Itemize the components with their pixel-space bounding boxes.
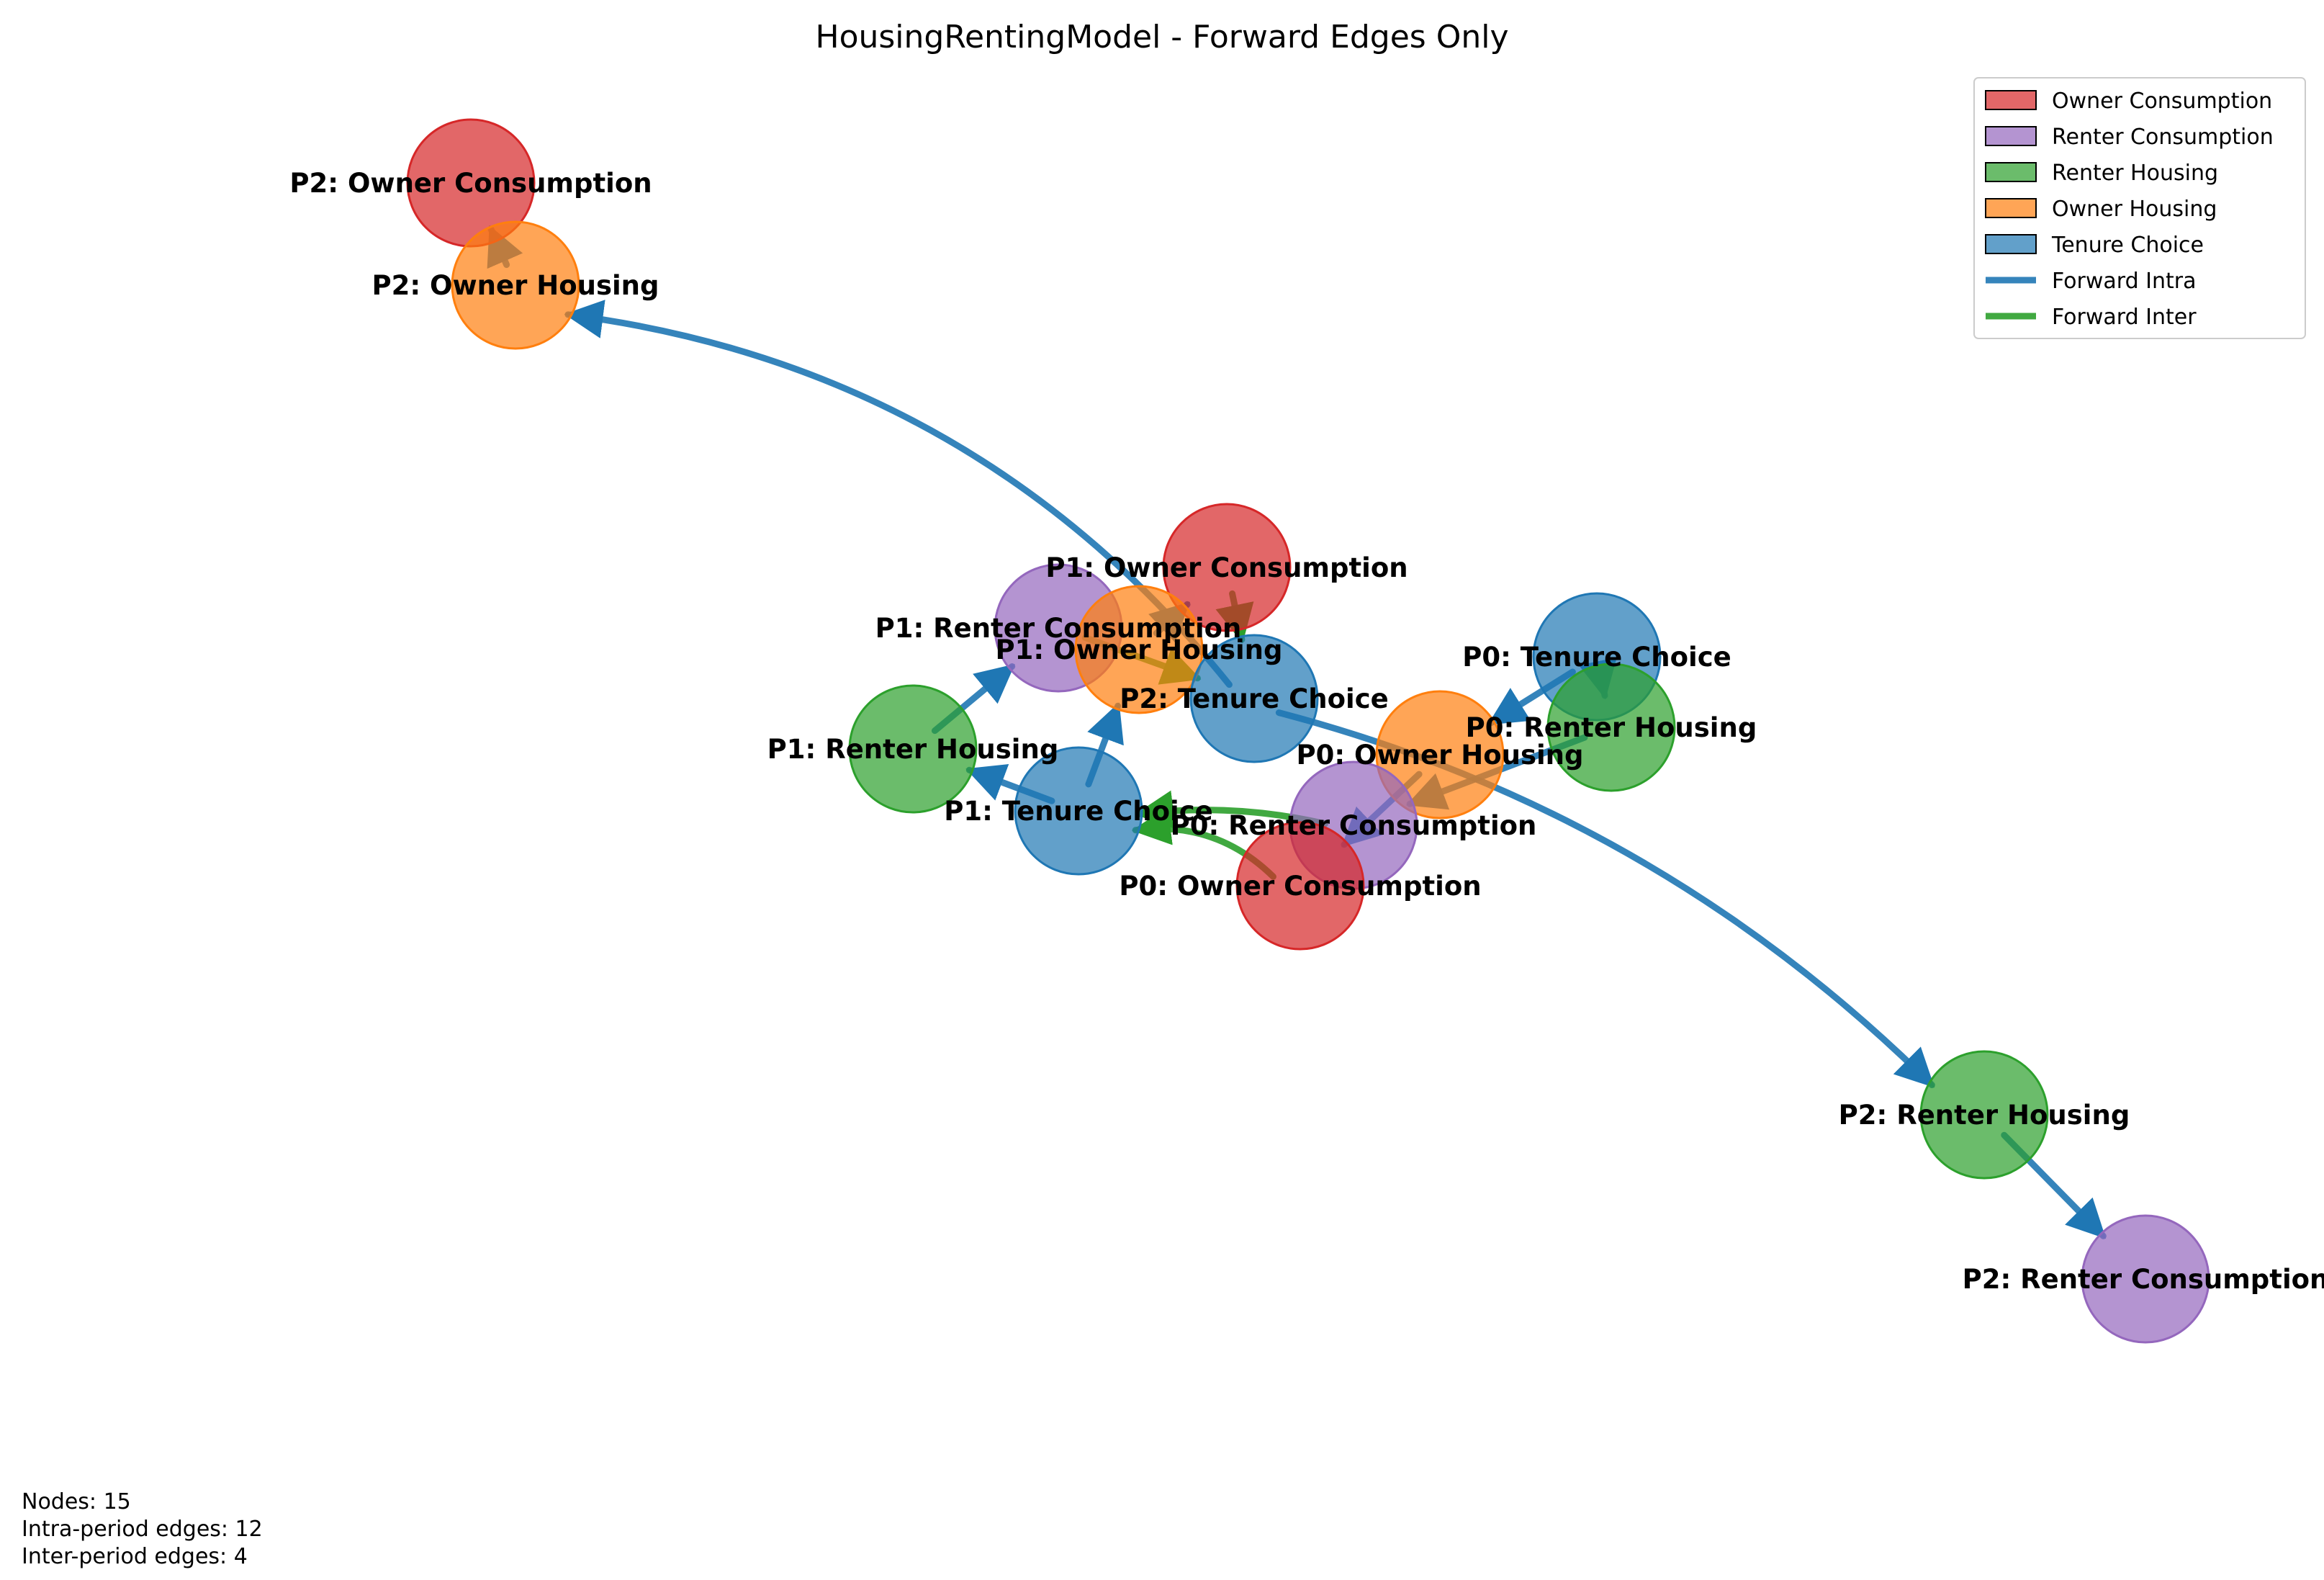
node-label-p0-tc: P0: Tenure Choice (1462, 642, 1731, 673)
node-p1-rh[interactable] (848, 684, 978, 814)
figure-title: HousingRentingModel - Forward Edges Only (815, 19, 1508, 55)
legend-swatch-renter-housing (1985, 162, 2037, 182)
legend-swatch-tenure-choice (1985, 234, 2037, 254)
legend-swatch-owner-consumption (1985, 90, 2037, 110)
node-label-p1-oh: P1: Owner Housing (996, 634, 1283, 665)
node-p0-rh[interactable] (1546, 663, 1676, 792)
node-label-p0-rc: P0: Renter Consumption (1171, 810, 1537, 841)
node-label-p1-rh: P1: Renter Housing (767, 734, 1059, 765)
node-p2-rc[interactable] (2081, 1214, 2210, 1344)
legend-swatch-owner-housing (1985, 198, 2037, 218)
node-label-p2-oc: P2: Owner Consumption (289, 168, 652, 199)
node-p2-oh[interactable] (451, 220, 580, 350)
legend-label-renter-housing: Renter Housing (2052, 161, 2218, 186)
nodes-layer (406, 118, 2210, 1344)
stats-inter-edges: Inter-period edges: 4 (22, 1544, 248, 1569)
stats-nodes: Nodes: 15 (22, 1489, 131, 1514)
node-label-p2-rh: P2: Renter Housing (1839, 1100, 2130, 1131)
node-label-p0-oh: P0: Owner Housing (1297, 740, 1584, 771)
legend-label-tenure-choice: Tenure Choice (2051, 233, 2204, 258)
legend-label-forward-inter: Forward Inter (2052, 305, 2197, 330)
node-p2-rh[interactable] (1919, 1050, 2049, 1180)
node-p1-oc[interactable] (1162, 503, 1292, 632)
labels-layer: P2: Owner Consumption P2: Owner Housing P1… (289, 168, 2324, 1295)
legend-frame (1973, 77, 2306, 339)
node-label-p1-oc: P1: Owner Consumption (1045, 552, 1408, 583)
node-p0-oc[interactable] (1235, 821, 1365, 951)
legend-label-owner-housing: Owner Housing (2052, 197, 2217, 222)
node-label-p2-tc: P2: Tenure Choice (1120, 683, 1389, 714)
node-label-p0-rh: P0: Renter Housing (1466, 712, 1757, 743)
node-label-p0-oc: P0: Owner Consumption (1119, 871, 1481, 902)
stats-intra-edges: Intra-period edges: 12 (22, 1517, 263, 1542)
node-label-p1-tc: P1: Tenure Choice (944, 796, 1213, 827)
node-p0-oh[interactable] (1375, 690, 1505, 820)
legend-label-owner-consumption: Owner Consumption (2052, 89, 2272, 114)
legend: Owner Consumption Renter Consumption Rente… (1973, 77, 2306, 339)
node-p2-tc[interactable] (1189, 634, 1319, 763)
stats-block: Nodes: 15 Intra-period edges: 12 Inter-p… (22, 1489, 263, 1569)
legend-items: Owner Consumption Renter Consumption Rente… (1985, 89, 2274, 330)
node-p1-tc[interactable] (1014, 746, 1143, 876)
legend-label-forward-intra: Forward Intra (2052, 269, 2197, 294)
legend-swatch-renter-consumption (1985, 126, 2037, 146)
legend-label-renter-consumption: Renter Consumption (2052, 125, 2274, 150)
node-label-p2-oh: P2: Owner Housing (372, 270, 659, 301)
node-label-p2-rc: P2: Renter Consumption (1963, 1264, 2324, 1295)
node-p1-oh[interactable] (1074, 585, 1204, 714)
node-label-p1-rc: P1: Renter Consumption (875, 613, 1242, 644)
